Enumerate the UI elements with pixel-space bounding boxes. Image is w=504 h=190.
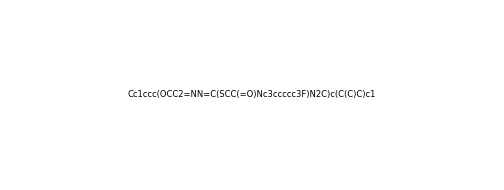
Text: Cc1ccc(OCC2=NN=C(SCC(=O)Nc3ccccc3F)N2C)c(C(C)C)c1: Cc1ccc(OCC2=NN=C(SCC(=O)Nc3ccccc3F)N2C)c… xyxy=(128,90,376,100)
